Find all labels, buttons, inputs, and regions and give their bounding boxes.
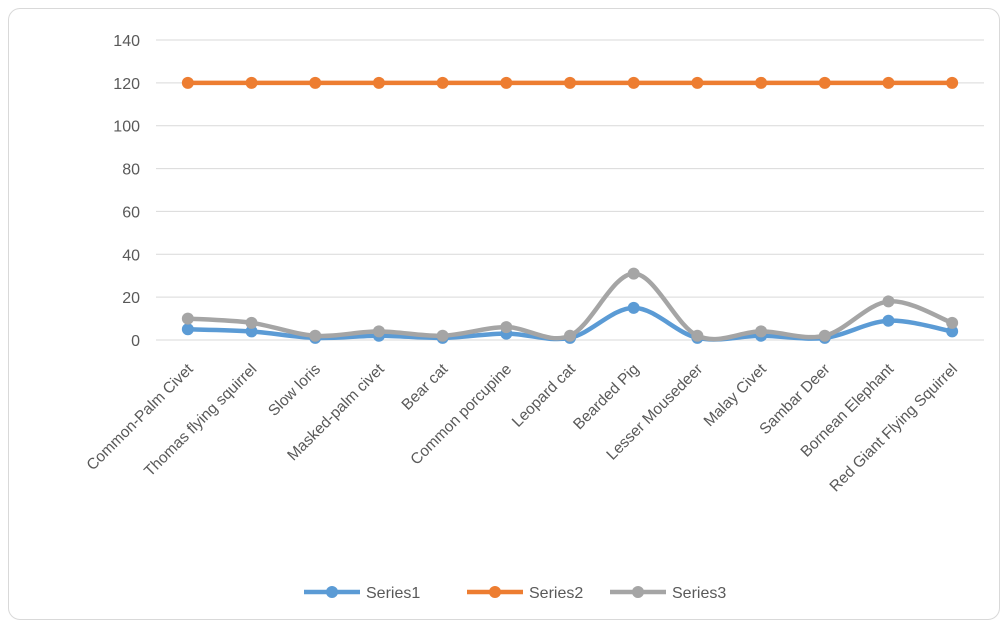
y-tick-label: 40 bbox=[122, 247, 140, 264]
data-point bbox=[627, 301, 640, 314]
data-point bbox=[372, 76, 385, 89]
legend-label: Series2 bbox=[529, 585, 583, 602]
series-line bbox=[185, 271, 955, 342]
data-point bbox=[245, 316, 258, 329]
chart-frame bbox=[8, 8, 1000, 620]
data-point bbox=[181, 312, 194, 325]
x-category-label: Malay Civet bbox=[701, 360, 771, 430]
data-point bbox=[882, 314, 895, 327]
data-point bbox=[309, 76, 322, 89]
x-category-label: Thomas flying squirrel bbox=[141, 361, 260, 480]
x-category-label: Leopard cat bbox=[509, 360, 579, 430]
data-point bbox=[755, 76, 768, 89]
legend-entry: Series2 bbox=[467, 585, 583, 602]
data-point bbox=[436, 76, 449, 89]
y-tick-label: 0 bbox=[131, 333, 140, 350]
data-point bbox=[309, 329, 322, 342]
y-tick-label: 80 bbox=[122, 162, 140, 179]
data-point bbox=[882, 295, 895, 308]
data-point bbox=[882, 76, 895, 89]
data-point bbox=[691, 76, 704, 89]
data-point bbox=[372, 325, 385, 338]
legend-marker bbox=[632, 586, 644, 598]
data-point bbox=[946, 325, 959, 338]
y-tick-label: 60 bbox=[122, 204, 140, 221]
x-category-label: Bear cat bbox=[399, 360, 452, 413]
series-series2 bbox=[181, 76, 959, 89]
data-point bbox=[627, 76, 640, 89]
data-point bbox=[755, 325, 768, 338]
data-point bbox=[181, 76, 194, 89]
y-tick-label: 20 bbox=[122, 290, 140, 307]
y-tick-label: 140 bbox=[113, 33, 140, 50]
data-point bbox=[564, 329, 576, 342]
data-point bbox=[436, 329, 449, 342]
legend-entry: Series3 bbox=[610, 585, 726, 602]
data-point bbox=[245, 76, 258, 89]
y-tick-label: 120 bbox=[113, 76, 140, 93]
x-category-label: Slow loris bbox=[265, 361, 324, 420]
x-category-label: Red Giant Flying Squirrel bbox=[827, 361, 961, 495]
series-lines bbox=[181, 76, 959, 344]
legend-entry: Series1 bbox=[304, 585, 420, 602]
y-axis-ticks: 0 20 40 60 80 100 120 140 bbox=[113, 33, 140, 350]
series-series3 bbox=[181, 267, 959, 342]
data-point bbox=[691, 329, 704, 342]
legend-marker bbox=[489, 586, 501, 598]
data-point bbox=[818, 76, 831, 89]
x-category-label: Common-Palm Civet bbox=[84, 360, 198, 474]
data-point bbox=[627, 267, 640, 280]
legend: Series1 Series2 Series3 bbox=[304, 585, 726, 602]
data-point bbox=[946, 316, 959, 329]
data-point bbox=[946, 76, 959, 89]
data-point bbox=[500, 321, 513, 334]
data-point bbox=[500, 76, 513, 89]
data-point bbox=[564, 76, 576, 89]
y-tick-label: 100 bbox=[113, 119, 140, 136]
legend-label: Series1 bbox=[366, 585, 420, 602]
legend-marker bbox=[326, 586, 338, 598]
data-point bbox=[181, 323, 194, 336]
legend-label: Series3 bbox=[672, 585, 726, 602]
data-point bbox=[245, 325, 258, 338]
data-point bbox=[818, 329, 831, 342]
